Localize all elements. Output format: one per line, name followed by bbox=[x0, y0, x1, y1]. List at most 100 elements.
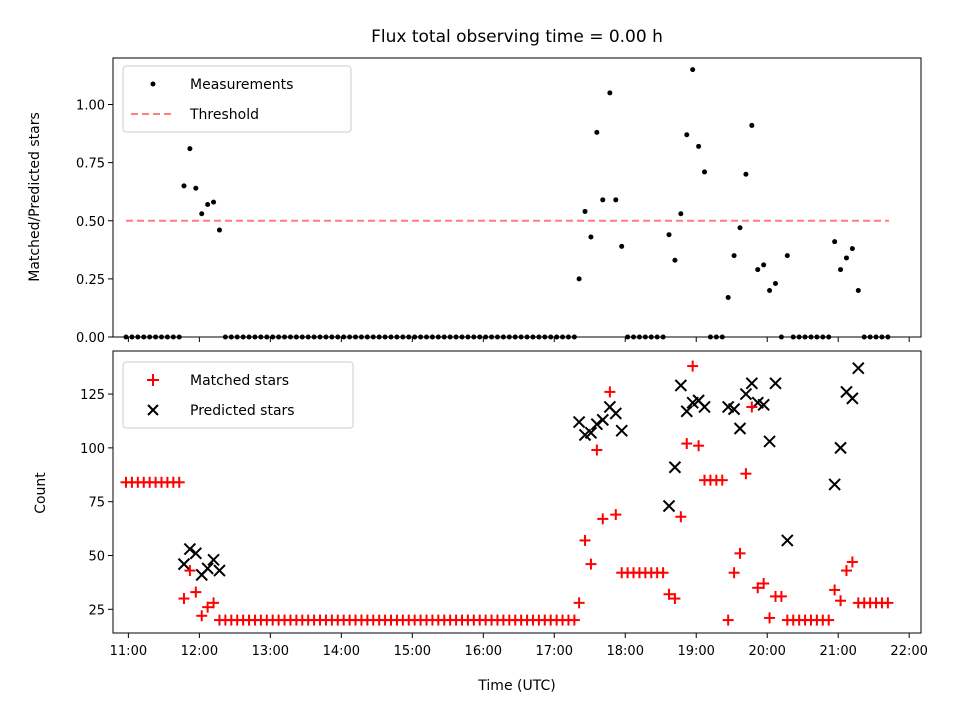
matched-point bbox=[585, 558, 597, 570]
matched-point bbox=[716, 474, 728, 486]
predicted-point bbox=[177, 557, 191, 571]
legend-measurements-label: Measurements bbox=[190, 77, 293, 93]
measurement-point bbox=[838, 267, 844, 273]
measurement-point bbox=[767, 288, 773, 293]
measurement-point bbox=[737, 225, 743, 231]
predicted-point bbox=[763, 435, 776, 448]
matched-point bbox=[604, 386, 616, 398]
ratio-panel: Matched/Predicted stars 0.00 0.25 0.50 0.75… bbox=[27, 57, 922, 346]
predicted-point bbox=[733, 422, 747, 435]
matched-point bbox=[746, 401, 758, 413]
predicted-point bbox=[189, 547, 203, 560]
measurement-point bbox=[613, 197, 619, 203]
matched-point bbox=[573, 597, 585, 609]
matched-point bbox=[681, 438, 693, 450]
matched-point bbox=[758, 577, 770, 589]
top-y-tick-label: 1.00 bbox=[76, 99, 105, 114]
predicted-point bbox=[183, 542, 197, 556]
matched-point bbox=[728, 567, 740, 579]
bottom-x-axis: 11:00 12:00 13:00 14:00 15:00 16:00 17:00 18:00… bbox=[110, 633, 928, 659]
measurement-point bbox=[600, 197, 606, 203]
bottom-y-tick-label: 125 bbox=[80, 388, 105, 403]
matched-point bbox=[190, 586, 202, 598]
matched-point bbox=[882, 597, 894, 609]
top-axes-frame bbox=[112, 57, 922, 338]
bottom-y-axis: 25 50 75 100 125 bbox=[80, 388, 113, 618]
legend-predicted-label: Predicted stars bbox=[190, 403, 295, 419]
top-x-ticks bbox=[127, 337, 910, 342]
measurement-point bbox=[696, 143, 702, 149]
matched-point bbox=[734, 547, 746, 559]
predicted-point bbox=[662, 499, 676, 513]
matched-point bbox=[579, 534, 591, 546]
measurement-point bbox=[731, 253, 737, 259]
measurement-point bbox=[672, 257, 678, 263]
matched-point bbox=[591, 444, 603, 456]
measurement-point bbox=[761, 262, 767, 268]
matched-point bbox=[657, 567, 669, 579]
measurement-point bbox=[619, 243, 625, 249]
predicted-point bbox=[852, 362, 865, 375]
bottom-legend-box bbox=[122, 361, 354, 429]
predicted-point bbox=[698, 400, 711, 414]
matched-point bbox=[178, 593, 190, 605]
measurement-point bbox=[725, 294, 731, 300]
bottom-x-tick-label: 22:00 bbox=[890, 644, 927, 659]
predicted-point bbox=[757, 398, 770, 412]
bottom-x-tick-label: 11:00 bbox=[110, 644, 147, 659]
predicted-point bbox=[572, 415, 586, 429]
matched-point bbox=[597, 513, 609, 525]
predicted-point bbox=[596, 413, 609, 427]
measurement-point bbox=[199, 211, 205, 217]
bottom-ylabel: Count bbox=[33, 472, 49, 514]
predicted-point bbox=[828, 478, 841, 491]
measurement-point bbox=[832, 239, 838, 245]
predicted-point bbox=[207, 553, 220, 567]
predicted-point bbox=[584, 426, 598, 440]
measurement-point bbox=[772, 281, 778, 287]
matched-point bbox=[764, 612, 776, 624]
predicted-point bbox=[727, 402, 741, 416]
predicted-point bbox=[769, 377, 782, 390]
measurement-point bbox=[849, 246, 855, 252]
measurement-point bbox=[678, 211, 684, 217]
bottom-x-tick-label: 19:00 bbox=[677, 644, 714, 659]
matched-point bbox=[835, 595, 847, 607]
top-y-tick-label: 0.25 bbox=[76, 273, 105, 288]
measurement-point bbox=[607, 90, 613, 96]
bottom-y-tick-label: 75 bbox=[88, 496, 105, 511]
legend-matched-marker bbox=[147, 374, 159, 386]
matched-point bbox=[173, 476, 185, 488]
matched-point bbox=[675, 511, 687, 523]
bottom-x-tick-label: 15:00 bbox=[394, 644, 431, 659]
predicted-point bbox=[590, 417, 604, 431]
bottom-x-tick-label: 21:00 bbox=[819, 644, 856, 659]
legend-threshold-label: Threshold bbox=[189, 107, 259, 123]
top-y-tick-label: 0.75 bbox=[76, 157, 105, 172]
matched-point bbox=[752, 582, 764, 594]
matched-point bbox=[840, 565, 852, 577]
measurement-point bbox=[193, 185, 199, 191]
predicted-point bbox=[615, 424, 628, 437]
bottom-plot-area bbox=[120, 360, 894, 626]
measurement-point bbox=[843, 255, 849, 261]
predicted-point bbox=[668, 461, 682, 474]
bottom-y-tick-label: 50 bbox=[88, 550, 105, 565]
measurement-point bbox=[690, 67, 696, 73]
top-y-tick-label: 0.50 bbox=[76, 215, 105, 230]
measurement-point bbox=[684, 132, 690, 138]
measurement-point bbox=[216, 227, 222, 233]
measurement-point bbox=[784, 253, 790, 259]
bottom-x-tick-label: 16:00 bbox=[465, 644, 502, 659]
matched-point bbox=[740, 468, 752, 480]
measurement-point bbox=[702, 169, 708, 175]
measurement-point bbox=[855, 288, 861, 293]
measurement-point bbox=[743, 171, 749, 177]
predicted-point bbox=[680, 405, 693, 418]
bottom-x-tick-label: 18:00 bbox=[607, 644, 644, 659]
matched-point bbox=[568, 614, 580, 626]
predicted-point bbox=[213, 564, 226, 577]
predicted-point bbox=[609, 407, 622, 420]
bottom-x-tick-label: 14:00 bbox=[323, 644, 360, 659]
